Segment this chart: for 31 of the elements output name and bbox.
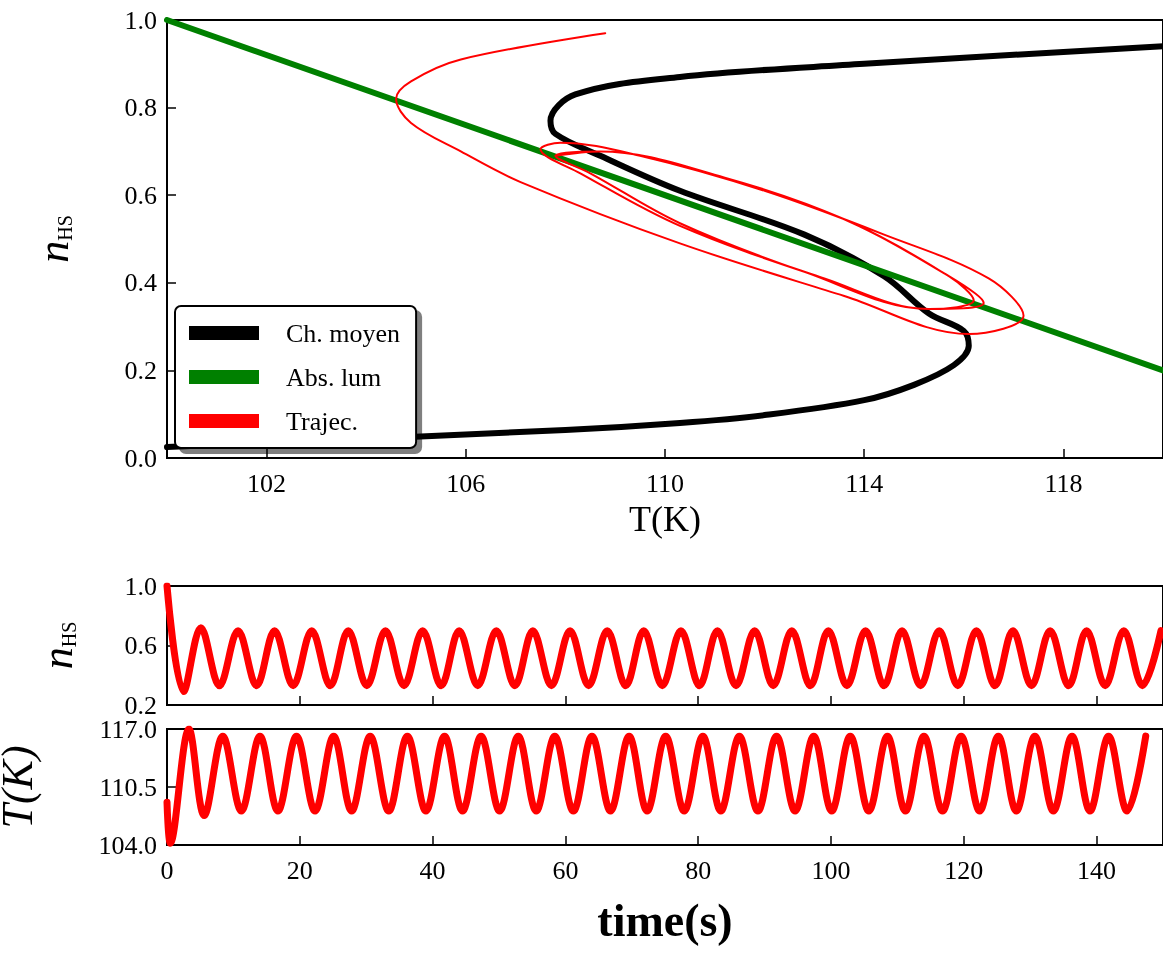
x-tick-label: 110 bbox=[645, 468, 685, 498]
x-tick-label: 20 bbox=[286, 855, 313, 885]
y-tick-label: 1.0 bbox=[124, 5, 157, 35]
y-axis-title: T(K) bbox=[0, 745, 42, 829]
legend-label: Abs. lum bbox=[286, 362, 382, 392]
x-tick-label: 100 bbox=[811, 855, 851, 885]
x-tick-label: 102 bbox=[247, 468, 287, 498]
y-tick-label: 0.6 bbox=[124, 180, 157, 210]
y-tick-label: 0.6 bbox=[124, 631, 157, 660]
y-axis-title: nHS bbox=[28, 215, 78, 263]
x-tick-label: 40 bbox=[419, 855, 446, 885]
legend-label: Ch. moyen bbox=[286, 318, 401, 348]
x-tick-label: 140 bbox=[1077, 855, 1117, 885]
y-tick-label: 110.5 bbox=[99, 772, 157, 802]
legend-label: Trajec. bbox=[286, 406, 358, 436]
y-tick-label: 1.0 bbox=[124, 571, 157, 601]
x-tick-label: 0 bbox=[160, 855, 174, 885]
x-tick-label: 114 bbox=[845, 468, 884, 498]
x-tick-label: 80 bbox=[685, 855, 712, 885]
y-tick-label: 0.8 bbox=[124, 93, 157, 123]
x-tick-label: 118 bbox=[1044, 468, 1083, 498]
x-tick-label: 106 bbox=[446, 468, 486, 498]
y-tick-label: 0.4 bbox=[124, 268, 157, 298]
y-tick-label: 0.2 bbox=[124, 355, 157, 385]
y-tick-label: 104.0 bbox=[98, 830, 157, 860]
y-tick-label: 0.0 bbox=[124, 443, 157, 473]
x-tick-label: 60 bbox=[552, 855, 579, 885]
y-axis-title: nHS bbox=[32, 621, 82, 670]
x-tick-label: 120 bbox=[944, 855, 984, 885]
x-axis-title: time(s) bbox=[597, 894, 733, 946]
x-axis-title: T(K) bbox=[629, 498, 701, 539]
